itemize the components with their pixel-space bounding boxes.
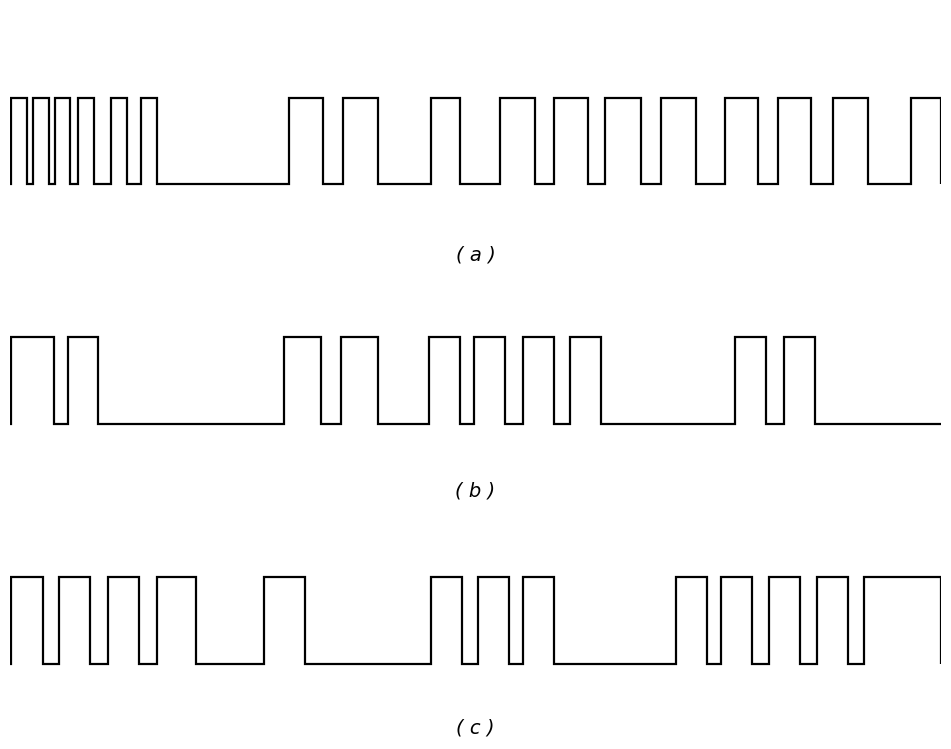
Text: ( c ): ( c )	[456, 718, 495, 738]
Text: ( a ): ( a )	[456, 245, 495, 264]
Text: ( b ): ( b )	[456, 481, 495, 500]
